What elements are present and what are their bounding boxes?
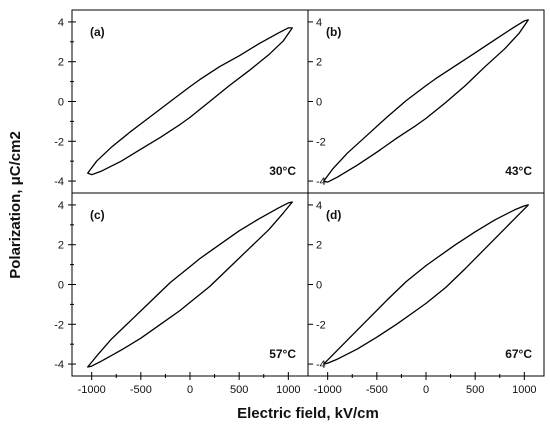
y-tick-label: -2 <box>54 319 64 331</box>
x-tick-label: 500 <box>230 384 248 396</box>
panel-label: (b) <box>326 25 341 39</box>
panel-b: (b) 43°C -4 -2 0 2 4 <box>307 9 545 194</box>
temperature-label: 67°C <box>505 347 532 361</box>
y-tick-label: 4 <box>58 17 64 29</box>
panel-d: (d) 67°C -4 -2 0 2 4 -1000 -500 0 500 1000 <box>307 192 545 396</box>
panel-a: (a) 30°C -4 -2 0 2 4 <box>54 9 309 194</box>
hysteresis-loop <box>87 27 293 176</box>
temperature-label: 57°C <box>269 347 296 361</box>
x-tick-label: -500 <box>130 384 152 396</box>
y-tick-label: -4 <box>316 359 326 371</box>
x-tick-label: 1000 <box>276 384 300 396</box>
y-tick-label: 4 <box>58 200 64 212</box>
y-tick-label: 4 <box>316 200 322 212</box>
y-tick-label: -4 <box>54 176 64 188</box>
y-tick-label: 2 <box>58 57 64 69</box>
y-tick-label: 2 <box>316 57 322 69</box>
x-tick-label: 1000 <box>512 384 536 396</box>
y-tick-label: -2 <box>316 319 326 331</box>
y-axis-title: Polarization, μC/cm2 <box>7 131 24 279</box>
x-tick-label: 500 <box>466 384 484 396</box>
x-tick-label: 0 <box>187 384 193 396</box>
hysteresis-loop <box>323 204 529 365</box>
x-axis-title: Electric field, kV/cm <box>237 405 379 422</box>
panel-label: (c) <box>90 208 105 222</box>
y-tick-label: 0 <box>58 97 64 109</box>
y-tick-label: 4 <box>316 17 322 29</box>
panel-label: (d) <box>326 208 341 222</box>
x-tick-label: -1000 <box>314 384 342 396</box>
hysteresis-loop <box>87 201 293 368</box>
temperature-label: 43°C <box>505 164 532 178</box>
y-tick-label: 0 <box>316 280 322 292</box>
panel-label: (a) <box>90 25 105 39</box>
panel-c: (c) 57°C -4 -2 0 2 4 -1000 -500 0 500 1000 <box>54 192 309 396</box>
y-tick-label: 2 <box>316 240 322 252</box>
x-tick-label: -1000 <box>78 384 106 396</box>
y-tick-label: -2 <box>54 136 64 148</box>
panels-layer: (a) 30°C -4 -2 0 2 4 (b) 43°C -4 -2 0 2 4 (c) 57°C -4 -2 0… <box>54 9 545 396</box>
x-tick-label: 0 <box>423 384 429 396</box>
y-tick-label: 0 <box>58 280 64 292</box>
y-tick-label: 0 <box>316 97 322 109</box>
y-tick-label: -2 <box>316 136 326 148</box>
temperature-label: 30°C <box>269 164 296 178</box>
y-tick-label: -4 <box>54 359 64 371</box>
y-tick-label: -4 <box>316 176 326 188</box>
x-tick-label: -500 <box>366 384 388 396</box>
y-tick-label: 2 <box>58 240 64 252</box>
hysteresis-loop <box>323 19 529 183</box>
